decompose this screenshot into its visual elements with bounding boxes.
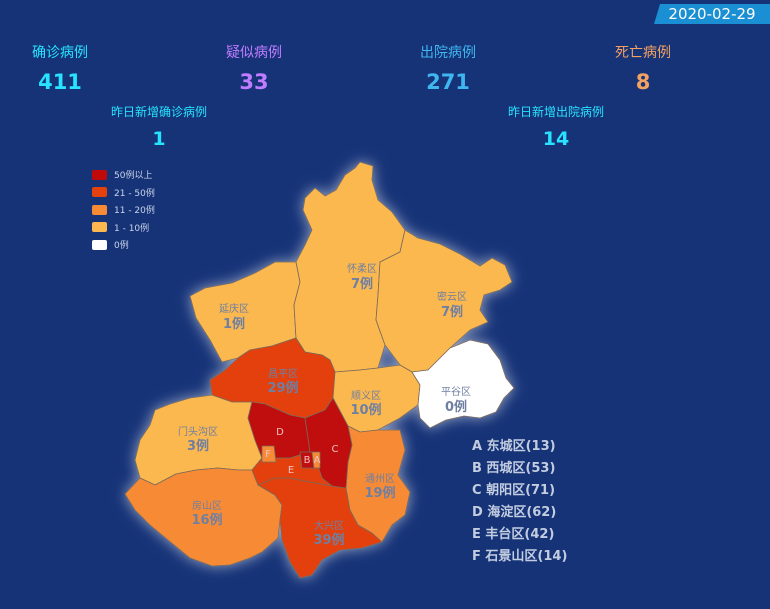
label-fengtai-letter: E — [288, 465, 294, 476]
stat-recovered-value: 271 — [426, 70, 470, 94]
district-key-list: A 东城区(13) B 西城区(53) C 朝阳区(71) D 海淀区(62) … — [472, 436, 567, 568]
stat-suspected: 疑似病例 33 — [189, 42, 319, 94]
stat-suspected-label: 疑似病例 — [226, 45, 282, 61]
key-item-haidian: D 海淀区(62) — [472, 505, 557, 520]
stat-suspected-value: 33 — [239, 70, 269, 94]
legend-swatch — [92, 239, 107, 250]
label-yanqing-name: 延庆区 — [219, 302, 249, 315]
label-changping-count: 29例 — [267, 380, 298, 396]
label-miyun-name: 密云区 — [437, 290, 467, 303]
key-item-fengtai: E 丰台区(42) — [472, 527, 555, 542]
label-mentougou-name: 门头沟区 — [178, 425, 218, 438]
label-shijingshan-letter: F — [265, 449, 271, 460]
stat-confirmed: 确诊病例 411 — [0, 42, 125, 94]
legend-swatch — [92, 169, 107, 180]
legend-item[interactable]: 50例以上 — [92, 166, 155, 184]
stat-new-recovered-value: 14 — [542, 128, 570, 150]
key-item-xicheng: B 西城区(53) — [472, 461, 556, 476]
stat-new-recovered: 昨日新增出院病例 14 — [456, 103, 656, 150]
label-daxing-count: 39例 — [313, 532, 344, 548]
stat-new-confirmed-label: 昨日新增确诊病例 — [110, 105, 207, 119]
label-miyun-count: 7例 — [441, 304, 463, 320]
stat-new-confirmed: 昨日新增确诊病例 1 — [59, 103, 259, 150]
legend-item[interactable]: 11 - 20例 — [92, 201, 155, 219]
label-tongzhou-name: 通州区 — [365, 473, 395, 485]
label-changping-name: 昌平区 — [268, 368, 298, 380]
label-tongzhou-count: 19例 — [364, 485, 395, 501]
legend-swatch — [92, 187, 107, 198]
district-shijingshan[interactable] — [261, 445, 277, 463]
date-badge: 2020-02-29 — [654, 4, 770, 24]
label-shunyi-name: 顺义区 — [351, 390, 381, 402]
district-miyun[interactable] — [375, 229, 513, 373]
stat-deaths: 死亡病例 8 — [578, 42, 708, 94]
label-dongcheng-letter: A — [314, 455, 321, 466]
stat-new-recovered-label: 昨日新增出院病例 — [507, 105, 604, 119]
legend-item[interactable]: 1 - 10例 — [92, 219, 155, 237]
stat-recovered: 出院病例 271 — [383, 42, 513, 94]
legend-swatch — [92, 204, 107, 215]
stat-new-confirmed-value: 1 — [152, 128, 166, 150]
key-item-chaoyang: C 朝阳区(71) — [472, 483, 556, 498]
legend-label: 21 - 50例 — [114, 188, 155, 199]
stat-deaths-value: 8 — [635, 70, 651, 94]
label-haidian-letter: D — [276, 427, 284, 438]
legend-label: 50例以上 — [114, 171, 153, 182]
legend-label: 0例 — [114, 241, 129, 252]
district-dongcheng[interactable] — [311, 451, 321, 469]
stat-confirmed-value: 411 — [38, 70, 82, 94]
legend-label: 11 - 20例 — [114, 206, 155, 217]
legend-label: 1 - 10例 — [114, 223, 150, 234]
key-item-dongcheng: A 东城区(13) — [472, 439, 556, 454]
legend-item[interactable]: 21 - 50例 — [92, 184, 155, 202]
stat-recovered-label: 出院病例 — [420, 45, 476, 61]
label-shunyi-count: 10例 — [350, 402, 381, 418]
label-fangshan-name: 房山区 — [192, 499, 222, 512]
key-item-shijingshan: F 石景山区(14) — [472, 549, 568, 564]
label-fangshan-count: 16例 — [191, 512, 222, 528]
district-pinggu[interactable] — [411, 339, 515, 429]
label-yanqing-count: 1例 — [223, 316, 245, 332]
label-pinggu-name: 平谷区 — [441, 386, 471, 398]
label-chaoyang-letter: C — [332, 444, 339, 455]
stat-confirmed-label: 确诊病例 — [32, 45, 88, 61]
label-xicheng-letter: B — [304, 455, 311, 466]
legend-swatch — [92, 222, 107, 233]
label-daxing-name: 大兴区 — [314, 519, 344, 532]
legend-item[interactable]: 0例 — [92, 236, 155, 254]
label-pinggu-count: 0例 — [445, 399, 467, 415]
label-huairou-count: 7例 — [351, 276, 373, 292]
label-huairou-name: 怀柔区 — [347, 263, 377, 275]
label-mentougou-count: 3例 — [187, 438, 209, 454]
map-legend: 50例以上 21 - 50例 11 - 20例 1 - 10例 0例 — [92, 166, 155, 254]
stat-deaths-label: 死亡病例 — [615, 45, 671, 61]
